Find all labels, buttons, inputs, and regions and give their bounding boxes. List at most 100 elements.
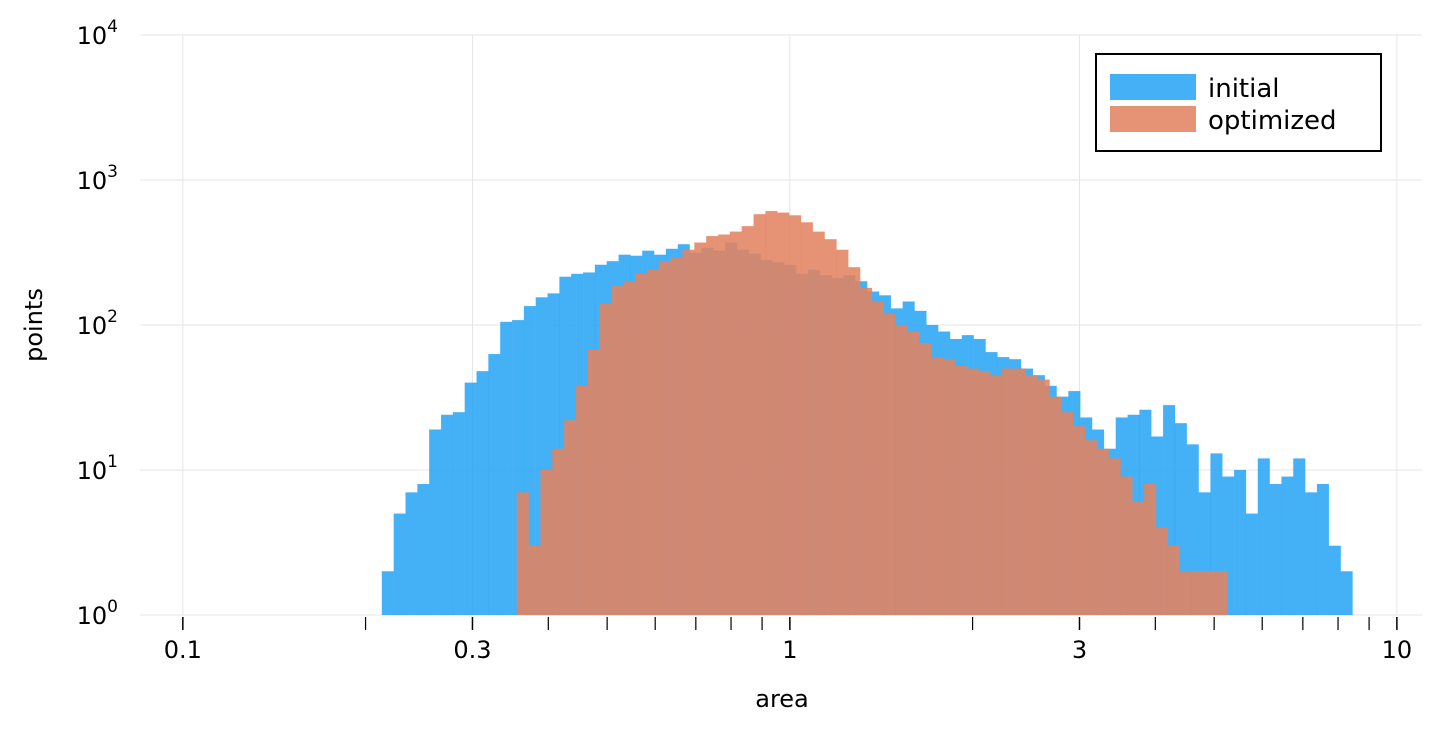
histogram-bar-optimized [1037,379,1050,616]
histogram-bar-initial [464,382,477,616]
histogram-bar-initial [1233,469,1247,616]
y-tick-label: 103 [77,162,118,195]
histogram-bar-optimized [741,225,754,616]
histogram-bar-optimized [907,331,920,616]
y-axis-ticks: 100 101 102 103 104 [77,17,118,630]
histogram-bar-optimized [800,222,814,616]
histogram-bar-initial [1328,545,1341,616]
histogram-bar-optimized [848,267,861,616]
legend-label-optimized: optimized [1208,106,1337,136]
histogram-bar-optimized [1144,483,1157,616]
histogram-bar-initial [476,370,489,616]
histogram-bar-initial [452,412,466,616]
histogram-bar-optimized [883,313,896,616]
histogram-bar-optimized [623,281,636,616]
histogram-bar-optimized [753,214,766,616]
histogram-bar-optimized [1155,527,1169,616]
histogram-bar-optimized [540,469,553,616]
histogram-bar-optimized [646,269,660,616]
histogram-bar-optimized [635,273,648,616]
legend-box [1095,53,1382,152]
histogram-bar-optimized [990,375,1003,616]
histogram-bar-optimized [552,448,565,616]
histogram-bar-initial [1340,571,1353,616]
bars-optimized-series [516,210,1228,616]
histogram-bar-optimized [788,215,802,616]
y-axis-label: points [20,288,48,362]
histogram-bar-optimized [930,356,944,616]
histogram-bar-initial [1293,458,1306,616]
histogram-bar-optimized [729,231,743,616]
histogram-bar-optimized [812,231,825,616]
legend-swatch-initial [1110,74,1196,100]
histogram-bar-optimized [919,342,932,616]
legend: initial optimized [1095,53,1382,152]
histogram-bar-optimized [611,286,624,616]
histogram-bar-initial [1281,476,1294,616]
histogram-bar-optimized [1025,375,1038,616]
histogram-bar-optimized [1108,458,1121,616]
histogram-bar-optimized [859,287,873,616]
legend-swatch-optimized [1110,106,1196,132]
histogram-bar-optimized [966,368,979,616]
histogram-bar-optimized [942,359,956,616]
histogram-bar-optimized [1049,396,1062,616]
y-tick-label: 102 [77,307,118,340]
histogram-bar-optimized [1120,476,1133,616]
histogram-bar-initial [440,414,454,616]
histogram-bar-optimized [564,420,577,616]
histogram-bar-optimized [1179,571,1192,616]
histogram-bar-initial [1304,492,1318,616]
histogram-bar-optimized [824,239,837,616]
histogram-bar-optimized [1072,426,1086,616]
histogram-bar-optimized [1096,448,1110,616]
histogram-bar-initial [417,483,430,616]
x-tick-label: 0.1 [164,636,202,664]
histogram-bar-initial [488,353,501,616]
histogram-bar-initial [1269,483,1282,616]
histogram-bar-optimized [1132,501,1145,616]
histogram-bar-optimized [895,324,908,616]
histogram-bar-optimized [1061,412,1074,616]
y-tick-label: 104 [77,17,118,50]
histogram-bar-optimized [777,212,790,616]
histogram-bar-optimized [575,385,589,616]
histogram-bar-optimized [528,545,541,616]
histogram-bar-optimized [836,249,849,616]
x-axis-label: area [755,685,809,713]
x-tick-label: 10 [1382,636,1413,664]
histogram-bar-initial [393,513,406,616]
histogram-bar-optimized [717,234,731,616]
histogram-bar-optimized [694,242,707,616]
histogram-bar-optimized [1191,571,1204,616]
histogram-bar-initial [1245,513,1259,616]
histogram-bar-optimized [670,257,683,616]
histogram-bar-optimized [682,249,695,616]
histogram-bar-optimized [1013,368,1027,616]
histogram-bar-optimized [599,303,612,616]
x-axis-ticks: 0.1 0.3 1 3 10 [164,617,1412,664]
x-tick-label: 1 [782,636,797,664]
x-tick-label: 3 [1072,636,1087,664]
histogram-bar-initial [381,571,395,616]
histogram-bar-optimized [1203,571,1216,616]
y-tick-label: 101 [77,452,118,485]
histogram-bar-initial [1316,483,1330,616]
histogram-bar-initial [500,321,513,616]
histogram-bar-optimized [587,349,601,616]
histogram-bar-optimized [706,235,719,616]
histogram-bar-optimized [954,365,967,616]
histogram-bar-optimized [1167,545,1181,616]
histogram-bar-optimized [658,261,672,616]
histogram-bar-optimized [978,370,991,616]
histogram-bar-optimized [1084,440,1098,616]
legend-label-initial: initial [1208,74,1280,104]
histogram-bar-optimized [871,301,885,616]
histogram-bar-optimized [516,492,530,616]
histogram-bar-optimized [765,210,778,616]
histogram-bar-optimized [1215,571,1228,616]
histogram-bar-initial [429,429,442,616]
histogram-bar-initial [1257,458,1270,616]
y-tick-label: 100 [77,597,118,630]
